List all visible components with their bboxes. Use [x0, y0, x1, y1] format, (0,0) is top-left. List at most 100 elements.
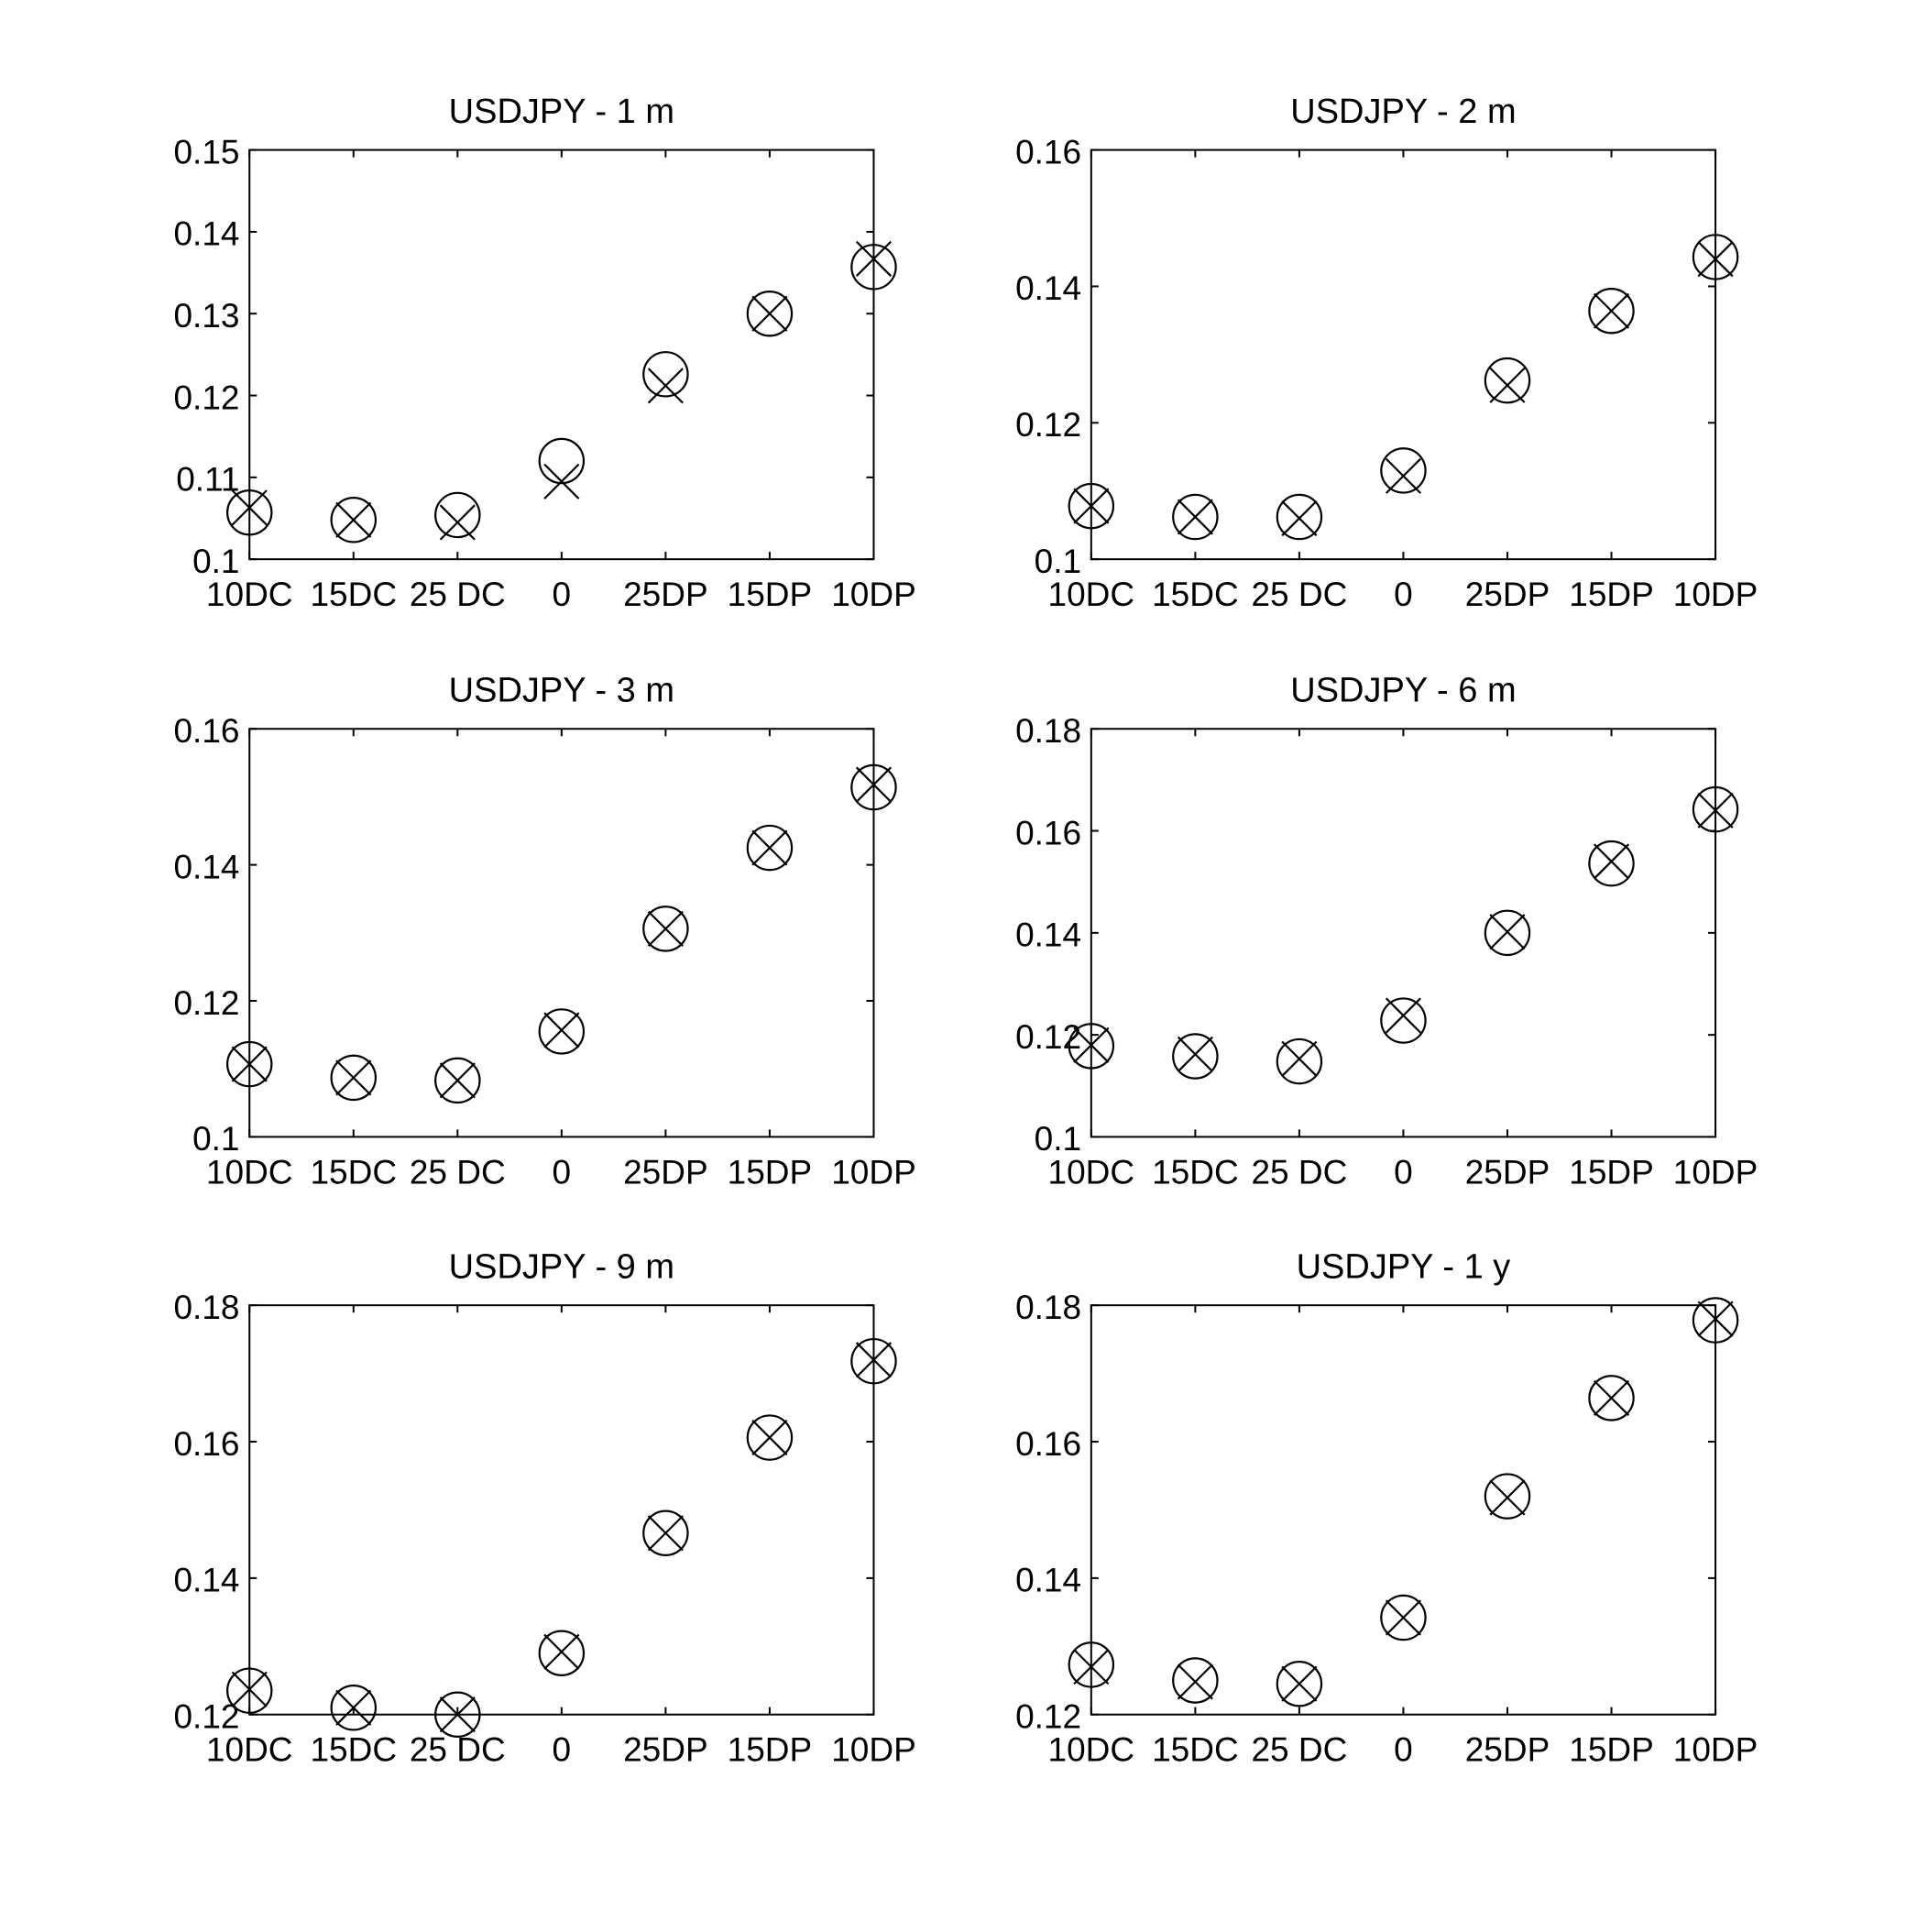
series-x [1073, 792, 1734, 1077]
x-point [1697, 792, 1734, 829]
circle-point [1588, 288, 1635, 335]
x-point [543, 1012, 580, 1048]
x-tick-label: 25 DC [410, 1153, 506, 1191]
x-point [439, 1696, 476, 1733]
y-tick-label: 0.12 [173, 379, 239, 416]
y-tick-label: 0.16 [1015, 814, 1081, 851]
y-tick-label: 0.11 [176, 461, 239, 499]
circle-point [1588, 1375, 1635, 1422]
x-tick-label: 15DP [728, 1153, 813, 1191]
circle-point [1588, 840, 1635, 887]
x-tick-label: 25DP [623, 1153, 708, 1191]
series-circle [225, 763, 897, 1104]
x-tick-label: 0 [1394, 1153, 1413, 1191]
x-tick-label: 25DP [623, 576, 708, 613]
x-tick-label: 15DP [1569, 1153, 1654, 1191]
x-point [647, 368, 684, 404]
y-tick-label: 0.1 [1035, 1120, 1081, 1158]
x-point [1489, 367, 1526, 403]
circle-point [1276, 1037, 1323, 1085]
circle-point [1692, 234, 1739, 280]
circle-point [1484, 1473, 1531, 1520]
x-point [1593, 843, 1630, 880]
circle-point [746, 290, 794, 337]
circle-point [538, 437, 586, 485]
x-tick-label: 10DC [206, 1153, 293, 1191]
x-point [335, 1059, 372, 1096]
x-point [1073, 1026, 1110, 1063]
circle-point [642, 906, 689, 952]
series-circle [225, 244, 897, 543]
x-point [1281, 499, 1318, 537]
x-tick-label: 0 [553, 1731, 572, 1769]
x-tick-label: 15DC [310, 576, 397, 613]
x-tick-label: 10DP [831, 1153, 916, 1191]
x-point [439, 504, 476, 541]
y-tick-label: 0.1 [192, 543, 239, 580]
y-tick-label: 0.12 [173, 1697, 239, 1735]
circle-point [850, 1337, 897, 1385]
y-tick-label: 0.13 [173, 297, 239, 335]
x-tick-label: 15DC [1152, 1153, 1239, 1191]
x-point [1073, 488, 1110, 524]
x-point [855, 240, 893, 277]
x-tick-label: 0 [553, 1153, 572, 1191]
x-point [543, 463, 580, 499]
circle-point [1484, 909, 1531, 957]
y-tick-label: 0.14 [173, 1562, 239, 1599]
circle-point [434, 1691, 481, 1738]
x-tick-label: 10DP [1673, 1153, 1758, 1191]
circle-point [225, 1040, 273, 1088]
series-x [1073, 1301, 1734, 1702]
axes-frame [248, 148, 875, 561]
circle-point [434, 491, 481, 539]
y-tick-label: 0.14 [173, 848, 239, 885]
series-x [1073, 241, 1734, 537]
chart-title: USDJPY - 3 m [449, 672, 674, 710]
circle-point [225, 489, 273, 536]
x-point [1281, 1040, 1318, 1077]
x-point [439, 1062, 476, 1099]
x-tick-label: 10DP [1673, 576, 1758, 613]
x-point [1281, 1665, 1318, 1702]
x-tick-label: 10DC [1048, 1153, 1135, 1191]
x-tick-label: 10DC [1048, 1731, 1135, 1769]
y-tick-label: 0.16 [173, 1425, 239, 1463]
x-point [543, 1633, 580, 1670]
x-point [1385, 457, 1422, 494]
x-point [1697, 241, 1734, 278]
circle-point [1068, 1641, 1115, 1688]
y-tick-label: 0.14 [173, 215, 239, 253]
subplot-3: USDJPY - 3 m 10DC 15DC 25 DC 0 25DP 15DP 10DP 0.… [173, 672, 915, 1191]
y-tick-label: 0.16 [173, 712, 239, 750]
y-tick-label: 0.18 [1015, 712, 1081, 750]
x-point [1593, 1379, 1630, 1416]
x-point [751, 1420, 788, 1456]
x-point [751, 295, 788, 332]
x-point [751, 829, 788, 866]
circle-point [746, 1414, 794, 1461]
circle-point [850, 244, 897, 291]
subplot-2: USDJPY - 2 m 10DC 15DC 25 DC 0 25DP 15DP 10DP 0.… [1015, 93, 1758, 613]
x-tick-label: 15DC [310, 1153, 397, 1191]
chart-title: USDJPY - 9 m [449, 1248, 674, 1287]
y-tick-label: 0.12 [173, 984, 239, 1022]
x-point [1697, 1301, 1734, 1337]
y-tick-label: 0.12 [1015, 1697, 1081, 1735]
series-x [231, 766, 893, 1099]
x-tick-label: 15DC [310, 1731, 397, 1769]
x-point [647, 910, 684, 947]
y-tick-label: 0.18 [1015, 1289, 1081, 1326]
x-point [1489, 914, 1526, 950]
circle-point [1380, 1594, 1427, 1641]
x-tick-label: 0 [1394, 1731, 1413, 1769]
x-tick-label: 25DP [1465, 1731, 1550, 1769]
circle-point [642, 351, 689, 398]
circle-point [1172, 1657, 1219, 1704]
x-point [335, 501, 372, 538]
circle-point [1172, 493, 1219, 541]
circle-point [1692, 785, 1739, 833]
circle-point [538, 1008, 586, 1055]
x-point [231, 1671, 268, 1707]
